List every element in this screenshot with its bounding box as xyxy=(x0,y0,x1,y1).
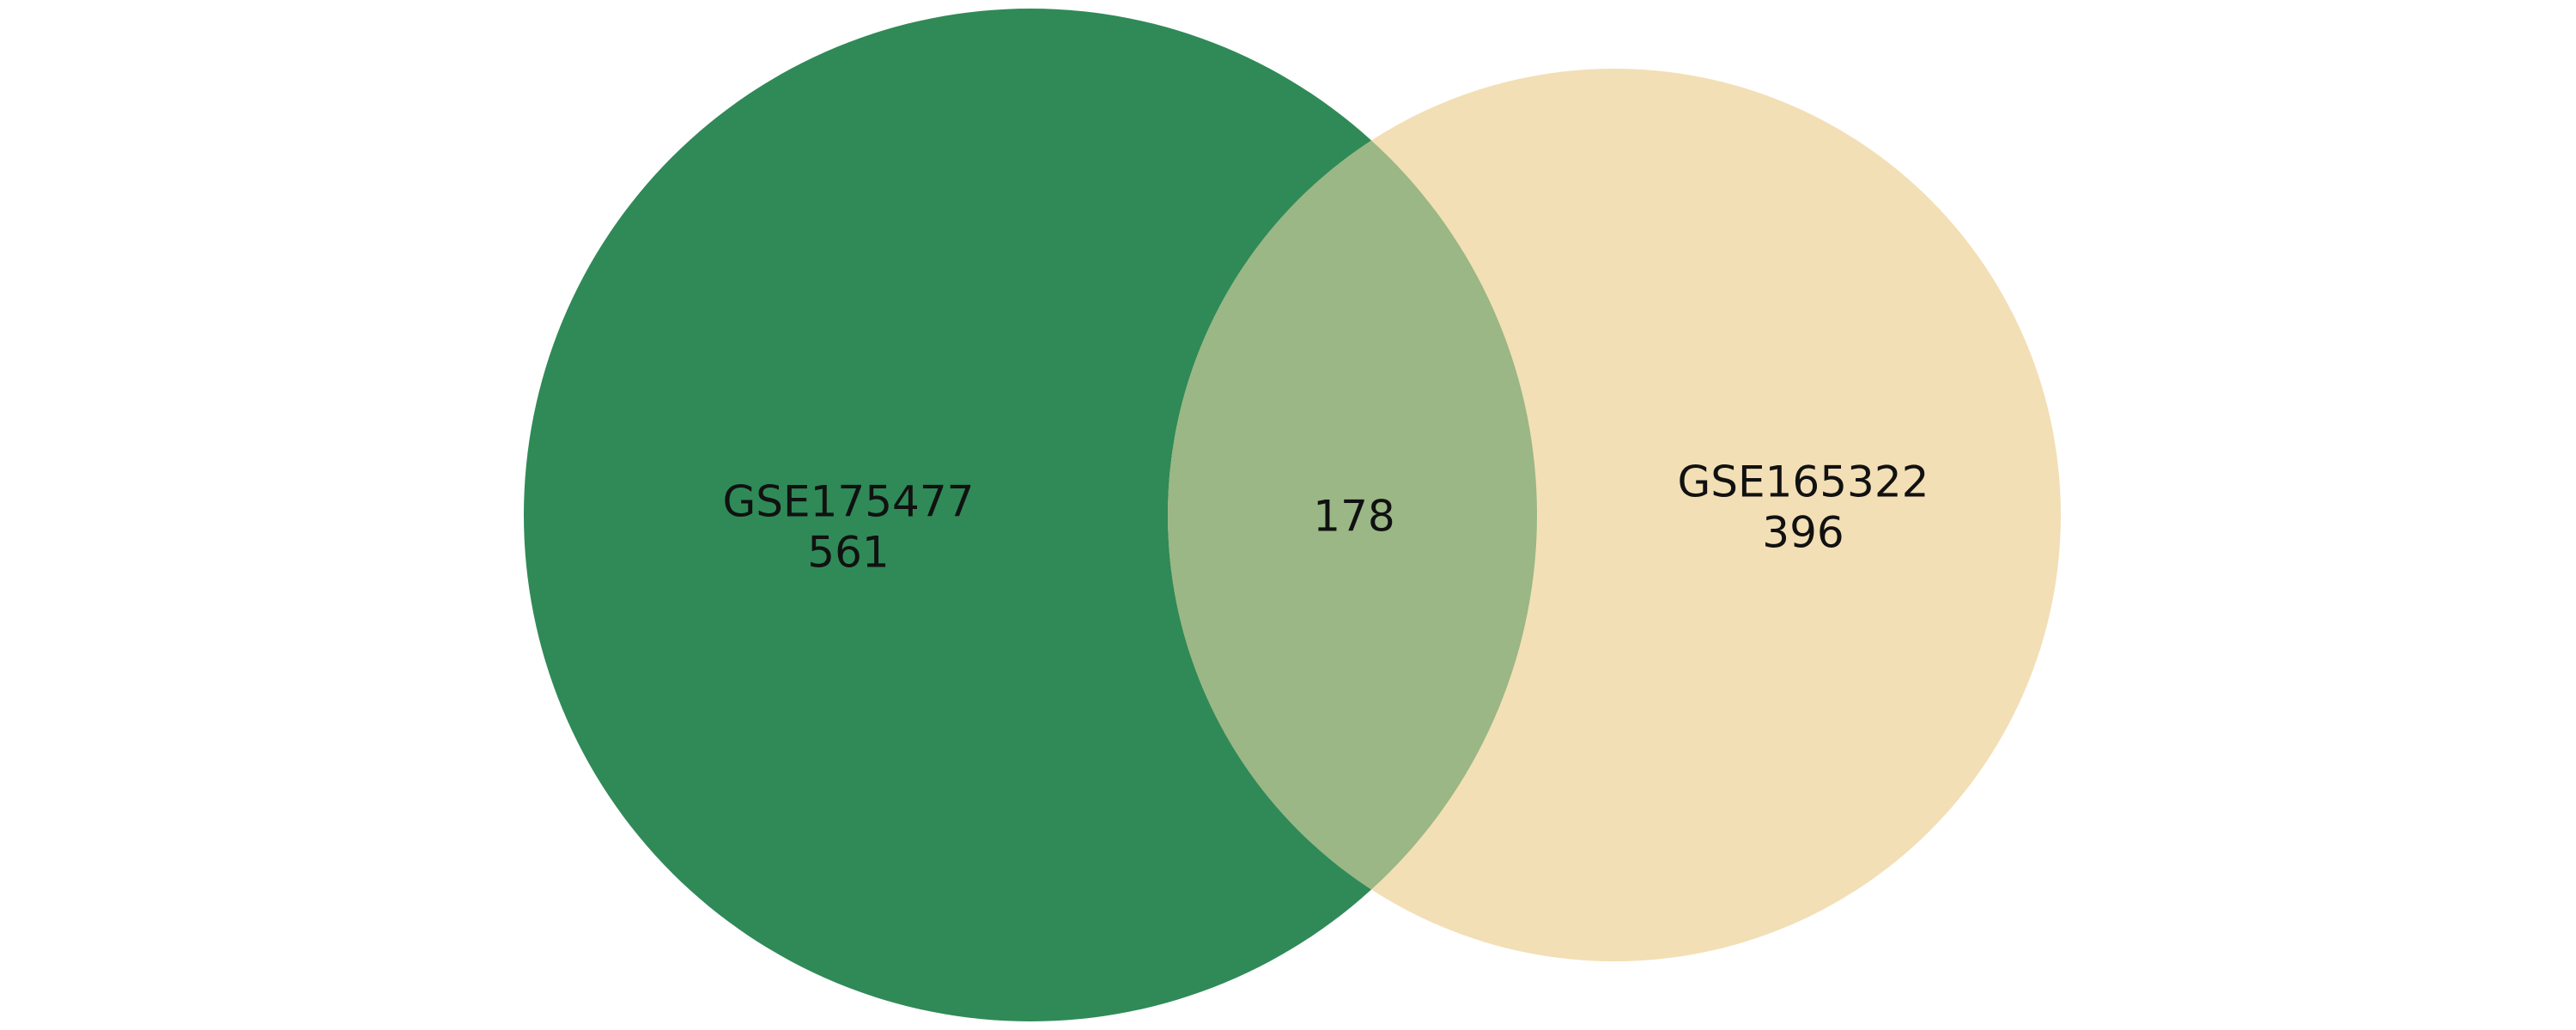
intersection-count: 178 xyxy=(1313,492,1394,542)
set-label-gse175477: GSE175477 xyxy=(723,477,975,527)
set-count-gse165322: 396 xyxy=(1762,508,1844,558)
intersection-region xyxy=(1168,69,1537,961)
set-label-gse165322: GSE165322 xyxy=(1678,457,1929,507)
set-count-gse175477: 561 xyxy=(807,528,889,578)
